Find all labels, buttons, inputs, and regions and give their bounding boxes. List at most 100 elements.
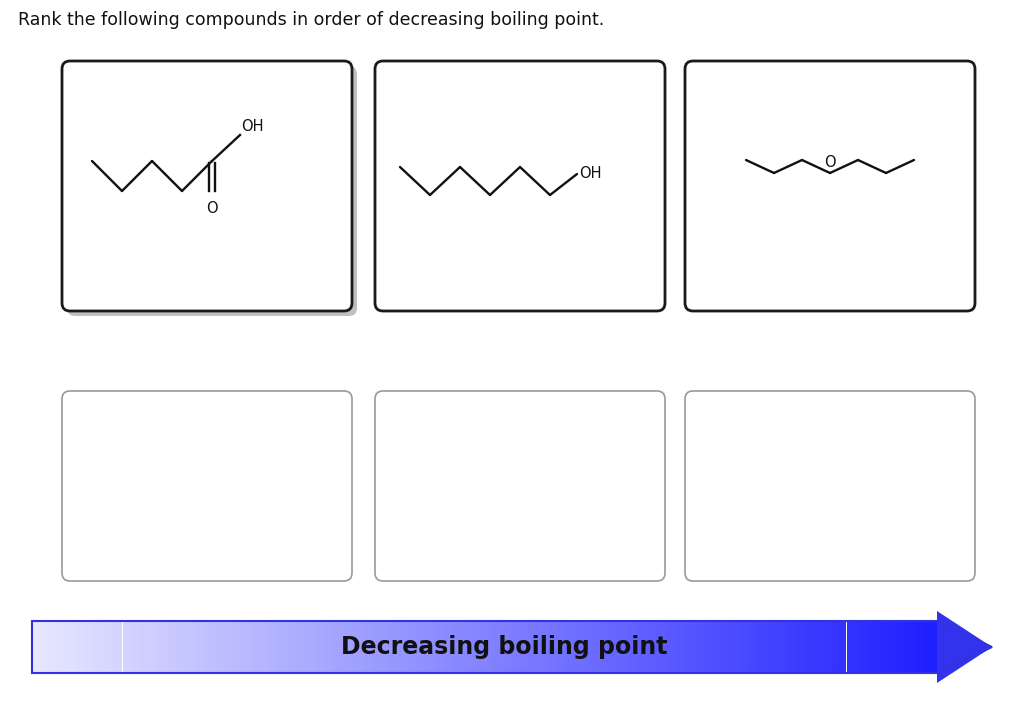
Bar [853,621,855,673]
Bar [315,621,318,673]
Bar [771,621,774,673]
Bar [159,621,162,673]
Bar [421,621,424,673]
Bar [799,621,801,673]
Bar [108,621,111,673]
Bar [74,621,77,673]
Bar [297,621,300,673]
Bar [520,621,523,673]
Bar [732,621,735,673]
Bar [934,621,937,673]
Bar [494,621,497,673]
FancyBboxPatch shape [685,61,975,311]
Bar [695,621,698,673]
Bar [768,621,771,673]
Bar [286,621,289,673]
Bar [352,621,354,673]
Bar [114,621,117,673]
Bar [123,621,126,673]
Bar [216,621,219,673]
FancyBboxPatch shape [685,391,975,581]
Bar [165,621,168,673]
Bar [627,621,630,673]
Bar [743,621,746,673]
Bar [647,621,650,673]
Bar [379,621,382,673]
Bar [168,621,171,673]
Bar [729,621,732,673]
Bar [295,621,297,673]
Bar [464,621,466,673]
Bar [548,621,551,673]
Bar [889,621,892,673]
Bar [249,621,252,673]
Bar [403,621,407,673]
Bar [487,621,490,673]
Text: OH: OH [241,119,263,134]
Bar [681,621,684,673]
Bar [632,621,635,673]
Bar [650,621,653,673]
Bar [581,621,584,673]
Bar [708,621,711,673]
Text: O: O [824,155,836,170]
Bar [243,621,246,673]
Bar [349,621,352,673]
Bar [481,621,484,673]
Bar [104,621,108,673]
Bar [599,621,602,673]
Bar [461,621,464,673]
Bar [207,621,210,673]
Bar [35,621,38,673]
Bar [895,621,898,673]
Bar [280,621,283,673]
Bar [66,621,69,673]
Bar [252,621,255,673]
Bar [367,621,370,673]
Bar [62,621,66,673]
Bar [545,621,548,673]
Bar [741,621,743,673]
Bar [430,621,433,673]
Bar [357,621,360,673]
Bar [231,621,234,673]
Bar [907,621,910,673]
Bar [445,621,449,673]
Bar [560,621,563,673]
Bar [572,621,575,673]
Bar [756,621,759,673]
Bar [557,621,560,673]
Bar [225,621,228,673]
Bar [478,621,481,673]
Bar [796,621,799,673]
Bar [529,621,532,673]
Bar [831,621,835,673]
Bar [500,621,503,673]
Text: Rank the following compounds in order of decreasing boiling point.: Rank the following compounds in order of… [18,11,604,29]
Bar [666,621,669,673]
Bar [86,621,89,673]
Bar [569,621,572,673]
Bar [276,621,280,673]
Bar [641,621,644,673]
Bar [590,621,593,673]
Text: OH: OH [579,167,601,182]
Bar [536,621,539,673]
Text: O: O [206,201,218,216]
Bar [77,621,80,673]
Bar [427,621,430,673]
Bar [162,621,165,673]
Bar [436,621,439,673]
Bar [150,621,153,673]
Bar [786,621,790,673]
Bar [126,621,129,673]
Bar [111,621,114,673]
Bar [602,621,605,673]
Bar [385,621,388,673]
Bar [624,621,627,673]
Bar [433,621,436,673]
Bar [455,621,458,673]
Bar [452,621,455,673]
Bar [735,621,738,673]
Bar [774,621,777,673]
